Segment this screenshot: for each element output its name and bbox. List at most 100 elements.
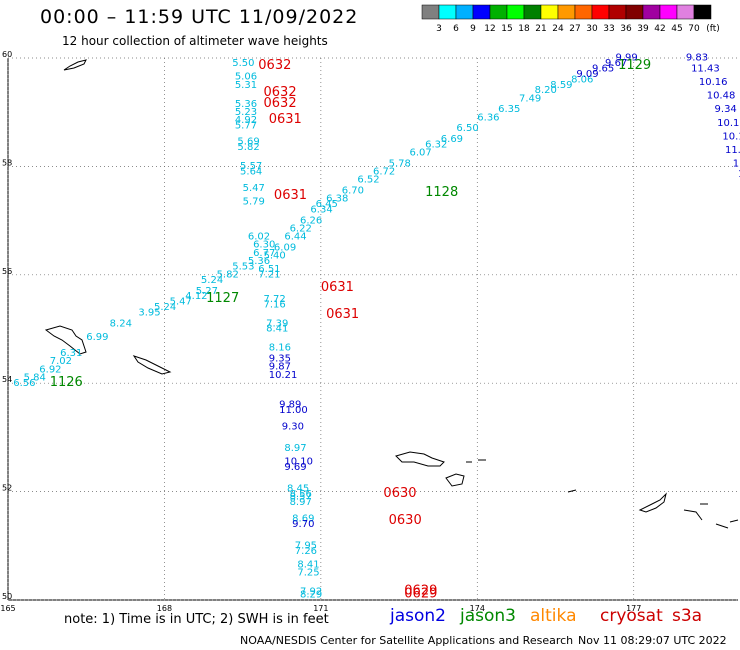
swh-value: 8.29	[300, 589, 322, 600]
swh-value: 6.99	[86, 332, 108, 343]
swh-value: 5.53	[232, 261, 254, 272]
swh-value: 6.36	[477, 112, 499, 123]
swh-value: 10.48	[707, 91, 736, 102]
swh-value: 5.23	[235, 107, 257, 118]
colorbar-label: 18	[518, 24, 530, 34]
coastline-bering-island	[44, 325, 87, 355]
coastline	[44, 59, 739, 529]
pass-time-label: 1126	[50, 375, 83, 390]
swh-value: 7.25	[297, 568, 319, 579]
swh-value: 5.24	[201, 275, 223, 286]
swh-value: 10.12	[717, 118, 740, 129]
swh-value: 9.30	[282, 421, 304, 432]
swh-value: 1	[738, 169, 740, 180]
swh-value: 5.69	[237, 137, 259, 148]
swh-value: 7.16	[264, 299, 286, 310]
swh-value: 7.02	[50, 356, 72, 367]
swh-value: 5.57	[240, 161, 262, 172]
pass-time-label: 0632	[258, 58, 291, 73]
lon-tick-label: 174	[470, 604, 485, 613]
pass-time-label: 0632	[264, 85, 297, 100]
swh-value: 5.64	[240, 167, 262, 178]
map-title: 00:00 – 11:59 UTC 11/09/2022	[40, 6, 359, 28]
swh-value: 6.34	[310, 204, 332, 215]
swh-value: 8.41	[297, 559, 319, 570]
lat-tick-label: 52	[2, 484, 12, 493]
colorbar-label: 21	[535, 24, 546, 34]
swh-observations: 6.565.846.927.026.316.998.243.955.245.47…	[13, 53, 740, 601]
swh-value: 4.12	[185, 291, 207, 302]
lon-tick-label: 168	[157, 604, 172, 613]
swh-value: 6.70	[342, 186, 364, 197]
swh-value: 5.36	[248, 256, 270, 267]
lat-tick-label: 56	[2, 267, 12, 276]
swh-value: 6.32	[425, 139, 447, 150]
swh-value: 6.02	[248, 232, 270, 243]
swh-value: 5.31	[235, 80, 257, 91]
swh-value: 8.97	[284, 443, 306, 454]
swh-value: 9.87	[269, 362, 291, 373]
pass-time-label: 0631	[321, 280, 354, 295]
swh-value: 11.5	[725, 145, 740, 156]
swh-value: 5.77	[235, 120, 257, 131]
swh-value: 8.59	[550, 80, 572, 91]
pass-time-labels: 0632063206320631063106310631063006300629…	[50, 58, 651, 601]
swh-value: 6.09	[274, 242, 296, 253]
lat-tick-label: 58	[2, 158, 12, 167]
swh-value: 8.24	[110, 318, 132, 329]
swh-value: 9.69	[284, 462, 306, 473]
swh-value: 3.95	[138, 307, 160, 318]
swh-value: 6.26	[300, 215, 322, 226]
colorbar-label: 70	[688, 24, 700, 34]
swh-value: 8.06	[571, 74, 593, 85]
pass-time-label: 0630	[383, 486, 416, 501]
swh-value: 7.95	[295, 541, 317, 552]
swh-value: 8.41	[266, 324, 288, 335]
swh-value: 5.27	[196, 286, 218, 297]
swh-value: 6.92	[39, 364, 61, 375]
colorbar-label: 6	[453, 24, 459, 34]
legend-s3a: s3a	[672, 606, 703, 626]
swh-value: 4.92	[235, 115, 257, 126]
colorbar-swatch	[693, 4, 712, 20]
colorbar-label: 15	[501, 24, 512, 34]
swh-value: 9.65	[592, 64, 614, 75]
swh-value: 8.57	[290, 492, 312, 503]
coastline-kiska-island	[638, 492, 667, 513]
swh-value: 8.56	[290, 489, 312, 500]
swh-value: 9.83	[686, 53, 708, 64]
swh-value: 11.00	[279, 405, 308, 416]
lon-tick-label: 177	[626, 604, 641, 613]
swh-value: 9.99	[615, 53, 637, 64]
coastline-agattu-island	[445, 473, 465, 487]
swh-value: 5.50	[232, 58, 254, 69]
swh-value: 5.36	[235, 99, 257, 110]
colorbar-label: 33	[603, 24, 614, 34]
pass-time-label: 0629	[404, 586, 437, 601]
pass-time-label: 0630	[389, 513, 422, 528]
pass-time-label: 1127	[206, 291, 239, 306]
swh-value: 6.45	[316, 199, 338, 210]
pass-time-label: 1129	[618, 58, 651, 73]
swh-value: 5.82	[217, 270, 239, 281]
swh-value: 9.89	[279, 400, 301, 411]
swh-value: 7.92	[300, 587, 322, 598]
pass-time-label: 0632	[264, 96, 297, 111]
swh-value: 6.35	[498, 104, 520, 115]
swh-value: 8.16	[269, 343, 291, 354]
pass-time-label: 0631	[269, 112, 302, 127]
swh-value: 6.52	[357, 175, 379, 186]
swh-value: 9.34	[715, 104, 737, 115]
swh-value: 7.72	[264, 294, 286, 305]
colorbar-label: 3	[436, 24, 442, 34]
colorbar-label: 30	[586, 24, 598, 34]
swh-value: 5.82	[237, 142, 259, 153]
coastline-rat-islands	[683, 503, 739, 529]
coastline-medny-island	[132, 355, 172, 375]
swh-value: 9.35	[269, 354, 291, 365]
swh-value: 9.70	[292, 519, 314, 530]
graticule: 60 58 56 54 52 50 165 168 171 174 177	[0, 50, 738, 613]
map-subtitle: 12 hour collection of altimeter wave hei…	[62, 34, 328, 48]
swh-value: 5.47	[170, 297, 192, 308]
swh-value: 6.07	[410, 148, 432, 159]
